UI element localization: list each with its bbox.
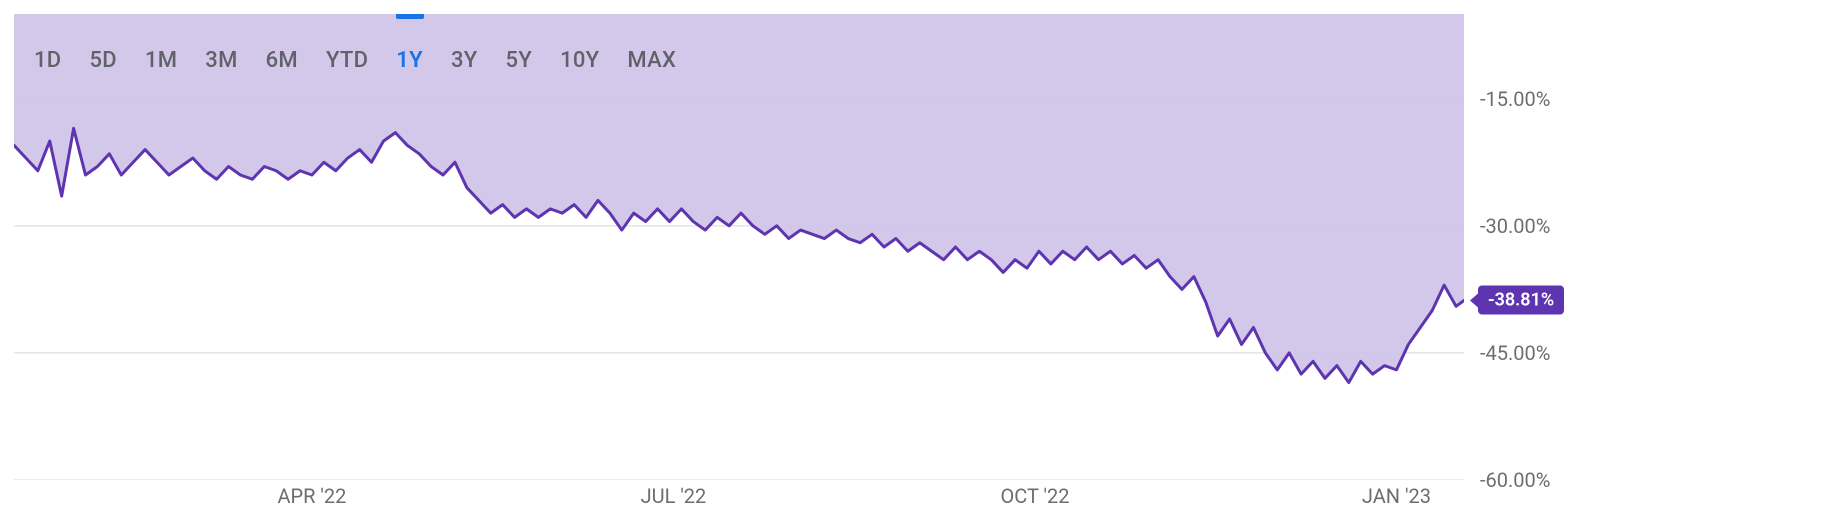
current-value-text: -38.81% <box>1488 290 1554 311</box>
range-tab-5d[interactable]: 5D <box>75 38 130 83</box>
x-tick-label: APR '22 <box>277 484 346 508</box>
range-tab-5y[interactable]: 5Y <box>492 38 547 83</box>
range-tab-1d[interactable]: 1D <box>20 38 75 83</box>
current-value-badge: -38.81% <box>1478 286 1564 315</box>
x-axis: APR '22 JUL '22 OCT '22 JAN '23 <box>14 484 1464 512</box>
x-tick-label: JAN '23 <box>1362 484 1431 508</box>
y-tick-label: -30.00% <box>1480 214 1550 238</box>
y-axis: -15.00%-30.00%-45.00%-60.00% <box>1480 14 1590 480</box>
x-tick-label: JUL '22 <box>641 484 707 508</box>
range-tab-1m[interactable]: 1M <box>131 38 191 83</box>
range-tab-6m[interactable]: 6M <box>252 38 312 83</box>
y-tick-label: -60.00% <box>1480 468 1550 492</box>
chart-svg <box>14 14 1464 480</box>
range-tab-max[interactable]: MAX <box>613 38 690 83</box>
range-tab-ytd[interactable]: YTD <box>312 38 382 83</box>
range-tab-1y[interactable]: 1Y <box>382 38 437 83</box>
x-tick-label: OCT '22 <box>1000 484 1069 508</box>
price-chart <box>14 14 1464 480</box>
y-tick-label: -15.00% <box>1480 87 1550 111</box>
range-tab-3y[interactable]: 3Y <box>437 38 492 83</box>
y-tick-label: -45.00% <box>1480 341 1550 365</box>
range-selector: 1D5D1M3M6MYTD1Y3Y5Y10YMAX <box>20 38 690 83</box>
range-tab-10y[interactable]: 10Y <box>546 38 613 83</box>
range-tab-3m[interactable]: 3M <box>191 38 251 83</box>
